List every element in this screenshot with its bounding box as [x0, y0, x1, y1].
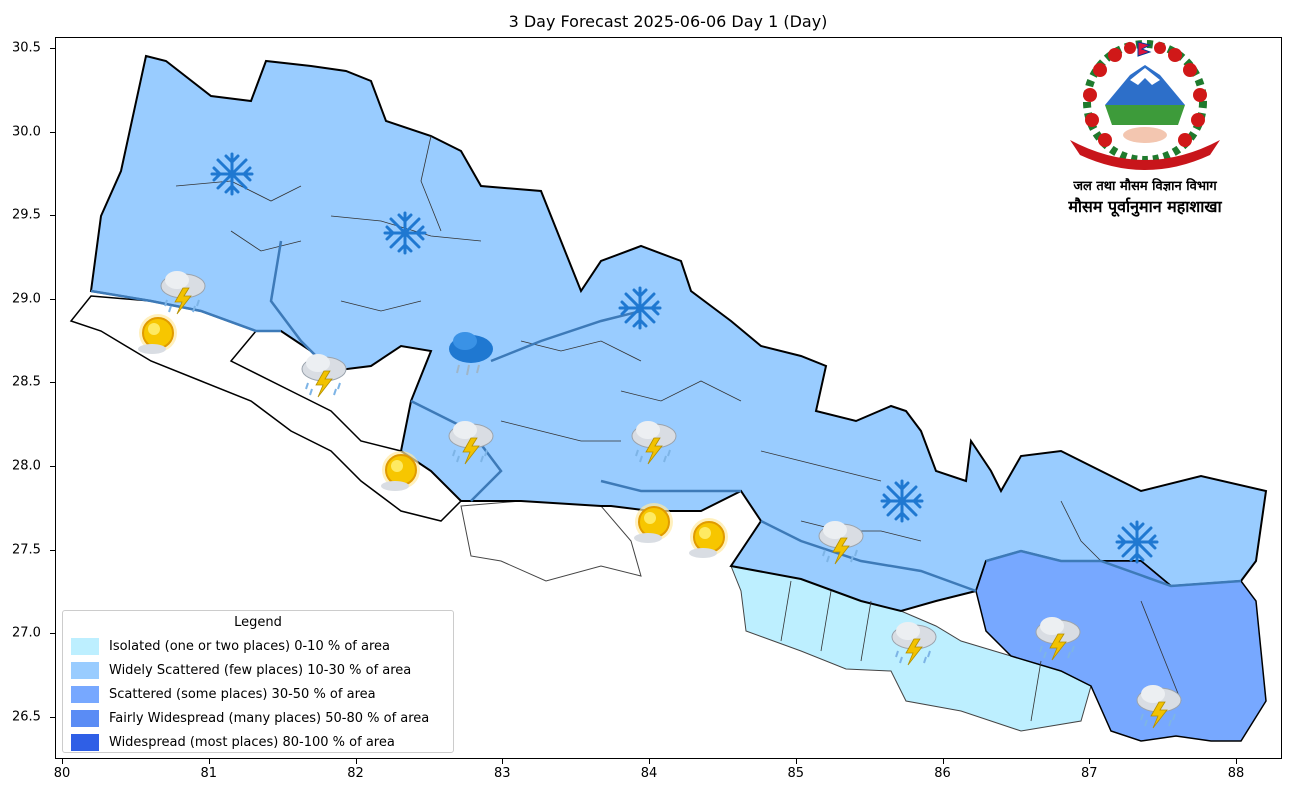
sunny-icon	[130, 305, 186, 365]
y-tick-mark	[50, 549, 55, 551]
legend-label: Widespread (most places) 80-100 % of are…	[109, 734, 395, 750]
org-name: जल तथा मौसम विज्ञान विभाग	[1073, 179, 1217, 194]
x-tick-label: 87	[1080, 766, 1098, 781]
x-tick-label: 84	[640, 766, 658, 781]
legend-swatch	[71, 685, 99, 703]
y-tick-label: 28.5	[12, 374, 41, 390]
snow-icon	[377, 205, 433, 265]
x-tick-label: 86	[934, 766, 951, 781]
snow-icon	[874, 473, 930, 533]
legend-swatch	[71, 709, 99, 727]
legend-item: Scattered (some places) 30-50 % of area	[71, 682, 445, 706]
y-tick-mark	[50, 716, 55, 718]
y-tick-label: 30.0	[12, 124, 41, 140]
region-no-forecast-central	[460, 500, 642, 582]
thunderstorm-icon	[813, 514, 869, 574]
y-tick-label: 29.0	[12, 291, 41, 307]
emblem-hills	[1105, 105, 1185, 125]
y-tick-mark	[50, 48, 55, 49]
emblem-ribbon	[1070, 140, 1220, 170]
legend-label: Isolated (one or two places) 0-10 % of a…	[109, 638, 390, 654]
x-tick-label: 82	[347, 766, 364, 781]
legend-swatch	[71, 733, 99, 751]
legend: Legend Isolated (one or two places) 0-10…	[62, 610, 454, 753]
y-tick-label: 29.5	[12, 207, 41, 223]
chart-title: 3 Day Forecast 2025-06-06 Day 1 (Day)	[508, 12, 828, 31]
thunderstorm-icon	[886, 615, 942, 675]
thunderstorm-icon	[1030, 610, 1086, 670]
province-boundaries	[90, 240, 1242, 593]
x-tick-mark	[62, 759, 63, 764]
x-tick-mark	[502, 759, 504, 764]
snow-icon	[1109, 514, 1165, 574]
y-tick-mark	[50, 215, 55, 217]
sunny-icon	[373, 442, 429, 502]
x-tick-label: 85	[787, 766, 805, 781]
y-tick-label: 27.0	[12, 625, 41, 641]
x-tick-mark	[355, 759, 357, 764]
thunderstorm-icon	[155, 264, 211, 324]
legend-item: Widely Scattered (few places) 10-30 % of…	[71, 658, 445, 682]
y-tick-mark	[50, 466, 55, 467]
x-tick-label: 88	[1227, 766, 1245, 781]
y-tick-mark	[50, 633, 55, 635]
map-plot-area	[55, 37, 1282, 759]
legend-item: Fairly Widespread (many places) 50-80 % …	[71, 706, 445, 730]
x-tick-label: 83	[493, 766, 511, 781]
thunderstorm-icon	[1131, 678, 1187, 738]
y-tick-label: 28.0	[12, 458, 41, 474]
legend-item: Isolated (one or two places) 0-10 % of a…	[71, 634, 445, 658]
district-boundaries	[175, 135, 1182, 722]
x-tick-label: 81	[200, 766, 218, 781]
y-tick-label: 30.5	[12, 40, 41, 56]
legend-swatch	[71, 637, 99, 655]
emblem-mountain	[1105, 65, 1185, 105]
x-tick-mark	[1236, 759, 1237, 764]
sunny-icon	[681, 509, 737, 569]
x-tick-mark	[942, 759, 944, 764]
legend-title: Legend	[234, 615, 282, 630]
legend-label: Fairly Widespread (many places) 50-80 % …	[109, 710, 430, 726]
x-tick-mark	[649, 759, 650, 764]
x-tick-mark	[795, 759, 797, 764]
y-tick-mark	[50, 298, 55, 300]
x-tick-mark	[1089, 759, 1091, 764]
thunderstorm-icon	[626, 414, 682, 474]
y-tick-mark	[50, 382, 55, 384]
sunny-icon	[626, 494, 682, 554]
nepal-emblem-icon	[1070, 40, 1220, 170]
legend-item: Widespread (most places) 80-100 % of are…	[71, 730, 445, 754]
rain-icon	[443, 325, 499, 385]
y-tick-label: 26.5	[12, 709, 41, 725]
legend-label: Scattered (some places) 30-50 % of area	[109, 686, 376, 702]
thunderstorm-icon	[296, 347, 352, 407]
region-widely-scattered	[89, 54, 1268, 613]
y-tick-mark	[50, 131, 55, 133]
snow-icon	[204, 146, 260, 206]
snow-icon	[612, 280, 668, 340]
dept-name: मौसम पूर्वानुमान महाशाखा	[1068, 197, 1222, 216]
emblem-handshake	[1123, 127, 1167, 143]
x-tick-label: 80	[53, 766, 71, 781]
legend-swatch	[71, 661, 99, 679]
y-tick-label: 27.5	[12, 542, 41, 558]
legend-label: Widely Scattered (few places) 10-30 % of…	[109, 662, 412, 678]
legend-items: Isolated (one or two places) 0-10 % of a…	[71, 634, 445, 754]
x-tick-mark	[208, 759, 210, 764]
region-no-forecast-west	[69, 295, 463, 522]
thunderstorm-icon	[443, 414, 499, 474]
